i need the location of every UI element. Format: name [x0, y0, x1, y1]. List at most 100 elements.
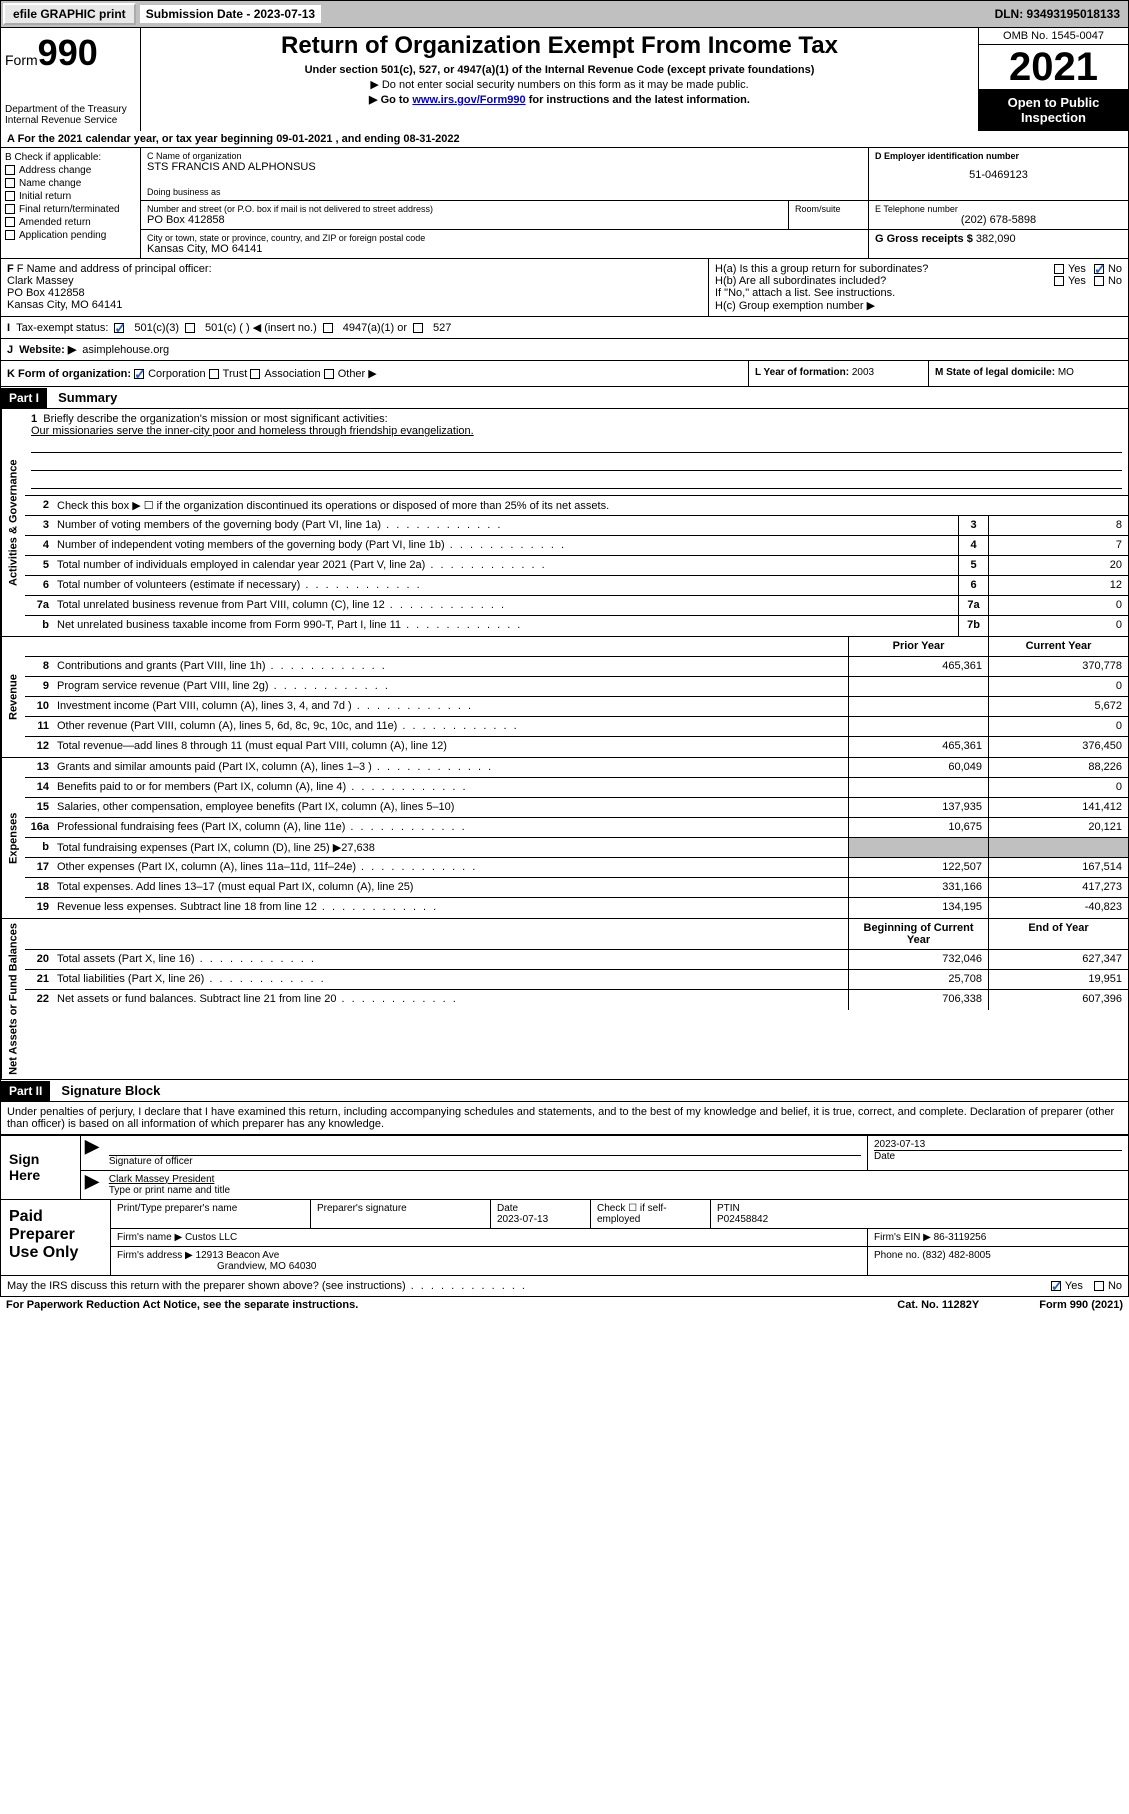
p21: 25,708 — [848, 970, 988, 989]
chk-other[interactable] — [324, 369, 334, 379]
p14 — [848, 778, 988, 797]
form-number: Form990 — [5, 32, 136, 74]
part-i-header: Part I Summary — [0, 387, 1129, 409]
open-to-public: Open to Public Inspection — [979, 89, 1128, 131]
form-org-label: K Form of organization: — [7, 368, 131, 380]
chk-assoc[interactable] — [250, 369, 260, 379]
goto-post: for instructions and the latest informat… — [526, 94, 750, 106]
discuss-yes[interactable] — [1051, 1281, 1061, 1291]
tel-label: E Telephone number — [875, 204, 1122, 214]
p9 — [848, 677, 988, 696]
c17: 167,514 — [988, 858, 1128, 877]
line-4: Number of independent voting members of … — [53, 536, 958, 555]
form-num: 990 — [38, 32, 98, 73]
addr-label: Number and street (or P.O. box if mail i… — [147, 204, 782, 214]
efile-print-button[interactable]: efile GRAPHIC print — [3, 3, 136, 25]
arrow-icon-2: ▶ — [81, 1171, 103, 1199]
col-b-checkboxes: B Check if applicable: Address change Na… — [1, 148, 141, 258]
part-ii-label: Part II — [1, 1081, 50, 1101]
line-14: Benefits paid to or for members (Part IX… — [53, 778, 848, 797]
chk-initial-return[interactable]: Initial return — [5, 191, 136, 202]
tax-year: 2021 — [979, 45, 1128, 89]
bottom-line: For Paperwork Reduction Act Notice, see … — [0, 1297, 1129, 1313]
firm-addr1: 12913 Beacon Ave — [196, 1250, 280, 1261]
form-subtitle-1: Under section 501(c), 527, or 4947(a)(1)… — [149, 64, 970, 76]
tax-status-label: Tax-exempt status: — [16, 322, 108, 334]
p16b — [848, 838, 988, 857]
row-j: J Website: ▶ asimplehouse.org — [0, 339, 1129, 361]
p19: 134,195 — [848, 898, 988, 918]
val-3: 8 — [988, 516, 1128, 535]
form-title: Return of Organization Exempt From Incom… — [149, 32, 970, 60]
c16b — [988, 838, 1128, 857]
discuss-text: May the IRS discuss this return with the… — [7, 1280, 527, 1292]
hb-no[interactable] — [1094, 276, 1104, 286]
goto-pre: ▶ Go to — [369, 94, 412, 106]
officer-addr1: PO Box 412858 — [7, 287, 702, 299]
officer-name: Clark Massey — [7, 275, 702, 287]
chk-527[interactable] — [413, 323, 423, 333]
c11: 0 — [988, 717, 1128, 736]
sig-name: Clark Massey President — [109, 1174, 1122, 1185]
chk-501c3[interactable] — [114, 323, 124, 333]
hb-yes[interactable] — [1054, 276, 1064, 286]
p16a: 10,675 — [848, 818, 988, 837]
prep-date-label: Date — [497, 1203, 518, 1214]
c20: 627,347 — [988, 950, 1128, 969]
p18: 331,166 — [848, 878, 988, 897]
line-9: Program service revenue (Part VIII, line… — [53, 677, 848, 696]
p20: 732,046 — [848, 950, 988, 969]
form-subtitle-3: ▶ Go to www.irs.gov/Form990 for instruct… — [149, 93, 970, 106]
c22: 607,396 — [988, 990, 1128, 1010]
top-toolbar: efile GRAPHIC print Submission Date - 20… — [0, 0, 1129, 28]
line-19: Revenue less expenses. Subtract line 18 … — [53, 898, 848, 918]
tel-value: (202) 678-5898 — [875, 214, 1122, 226]
prep-sig-label: Preparer's signature — [311, 1200, 491, 1228]
line-15: Salaries, other compensation, employee b… — [53, 798, 848, 817]
line-18: Total expenses. Add lines 13–17 (must eq… — [53, 878, 848, 897]
chk-address-change[interactable]: Address change — [5, 165, 136, 176]
chk-trust[interactable] — [209, 369, 219, 379]
c18: 417,273 — [988, 878, 1128, 897]
chk-name-change[interactable]: Name change — [5, 178, 136, 189]
hc-label: H(c) Group exemption number ▶ — [715, 299, 1122, 312]
section-expenses: Expenses 13Grants and similar amounts pa… — [0, 758, 1129, 919]
omb-number: OMB No. 1545-0047 — [979, 28, 1128, 45]
c15: 141,412 — [988, 798, 1128, 817]
ha-yes[interactable] — [1054, 264, 1064, 274]
c8: 370,778 — [988, 657, 1128, 676]
sign-here-label: Sign Here — [1, 1136, 81, 1199]
p22: 706,338 — [848, 990, 988, 1010]
hdr-curr: Current Year — [988, 637, 1128, 656]
hb-label: H(b) Are all subordinates included? — [715, 275, 1054, 287]
line-20: Total assets (Part X, line 16) — [53, 950, 848, 969]
ha-no[interactable] — [1094, 264, 1104, 274]
dln-label: DLN: 93493195018133 — [987, 5, 1128, 23]
form990-link[interactable]: www.irs.gov/Form990 — [412, 94, 525, 106]
chk-application-pending[interactable]: Application pending — [5, 230, 136, 241]
chk-4947[interactable] — [323, 323, 333, 333]
part-ii-title: Signature Block — [53, 1080, 168, 1101]
val-7b: 0 — [988, 616, 1128, 636]
p8: 465,361 — [848, 657, 988, 676]
line-13: Grants and similar amounts paid (Part IX… — [53, 758, 848, 777]
part-ii-header: Part II Signature Block — [0, 1080, 1129, 1102]
chk-501c[interactable] — [185, 323, 195, 333]
p11 — [848, 717, 988, 736]
firm-phone: (832) 482-8005 — [922, 1250, 990, 1261]
chk-final-return[interactable]: Final return/terminated — [5, 204, 136, 215]
section-activities: Activities & Governance 1 Briefly descri… — [0, 409, 1129, 637]
ein-label: D Employer identification number — [875, 151, 1019, 161]
c21: 19,951 — [988, 970, 1128, 989]
prep-selfemp: Check ☐ if self-employed — [591, 1200, 711, 1228]
year-formation: 2003 — [852, 367, 874, 378]
discuss-no[interactable] — [1094, 1281, 1104, 1291]
line-12: Total revenue—add lines 8 through 11 (mu… — [53, 737, 848, 757]
chk-corp[interactable] — [134, 369, 144, 379]
form-subtitle-2: ▶ Do not enter social security numbers o… — [149, 78, 970, 91]
arrow-icon: ▶ — [81, 1136, 103, 1170]
chk-amended-return[interactable]: Amended return — [5, 217, 136, 228]
ptin-label: PTIN — [717, 1203, 740, 1214]
p15: 137,935 — [848, 798, 988, 817]
firm-name: Custos LLC — [185, 1232, 237, 1243]
